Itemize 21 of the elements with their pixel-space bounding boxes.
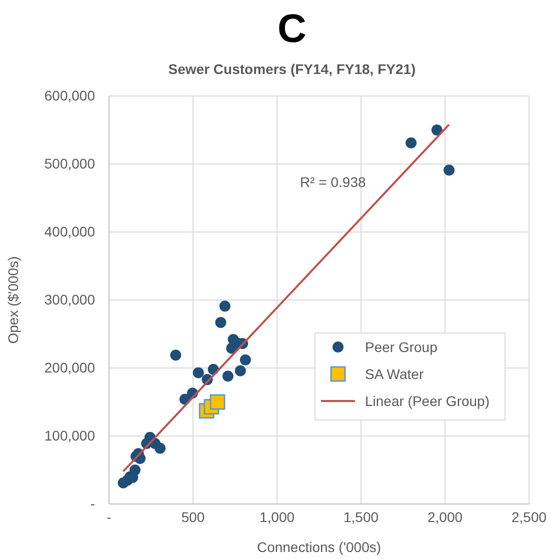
y-tick-label: 400,000	[44, 223, 96, 240]
y-axis-title: Opex ($'000s)	[5, 256, 21, 344]
legend-label: Linear (Peer Group)	[365, 393, 490, 409]
y-tick-label: 300,000	[44, 291, 96, 308]
legend-label: SA Water	[365, 366, 424, 382]
x-tick-label: 500	[181, 508, 205, 525]
y-tick-label: -	[90, 495, 96, 512]
x-tick-label: 2,500	[511, 508, 547, 525]
x-tick-label: 2,000	[427, 508, 463, 525]
x-tick-label: 1,500	[343, 508, 379, 525]
y-tick-label: 600,000	[44, 87, 96, 104]
chart-subtitle: Sewer Customers (FY14, FY18, FY21)	[168, 61, 416, 77]
x-tick-label: -	[106, 508, 112, 525]
chart-title: C	[278, 7, 306, 51]
y-tick-label: 500,000	[44, 155, 96, 172]
annotation: R² = 0.938	[300, 174, 366, 190]
y-tick-label: 100,000	[44, 427, 96, 444]
x-tick-label: 1,000	[259, 508, 295, 525]
legend-label: Peer Group	[365, 339, 438, 355]
y-tick-label: 200,000	[44, 359, 96, 376]
x-axis-title: Connections ('000s)	[256, 539, 382, 555]
